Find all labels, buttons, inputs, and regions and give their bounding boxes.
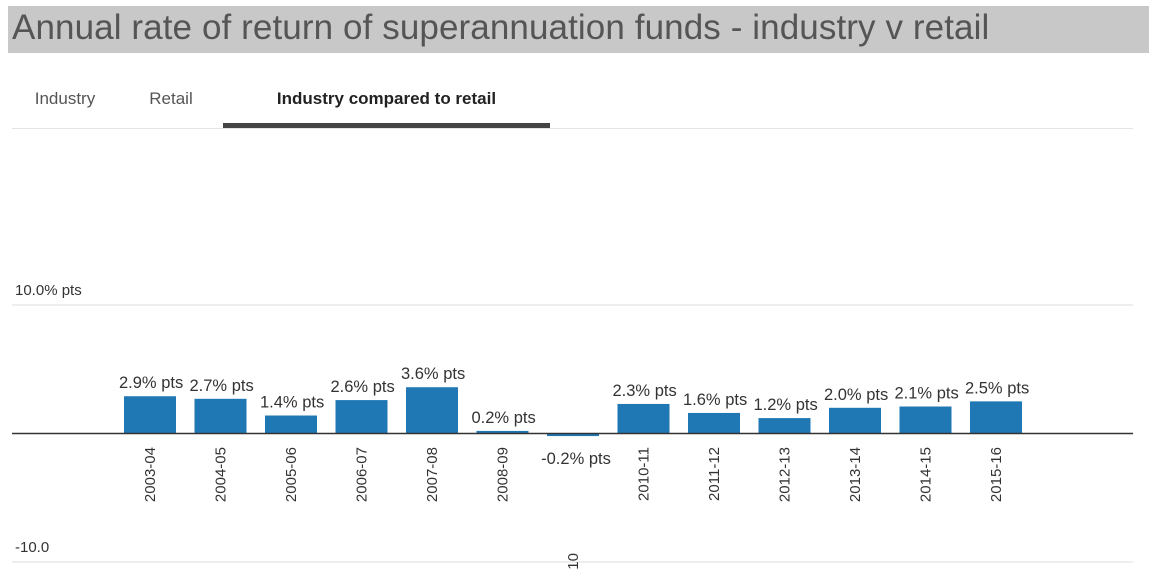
x-tick-label: 2014-15 <box>918 447 935 502</box>
y-tick-label: -10.0 <box>15 539 49 556</box>
chart-title-bar: Annual rate of return of superannuation … <box>8 6 1149 53</box>
data-label: 2.3% pts <box>613 382 677 400</box>
data-label: 2.0% pts <box>824 386 888 404</box>
data-label: 1.2% pts <box>754 396 818 414</box>
data-label: 2.1% pts <box>895 385 959 403</box>
data-label: 3.6% pts <box>401 365 465 383</box>
tab-retail[interactable]: Retail <box>149 89 193 108</box>
x-tick-label: 2015-16 <box>988 447 1005 502</box>
x-tick-label: 2005-06 <box>283 447 300 502</box>
x-tick-label: 2013-14 <box>847 447 864 502</box>
bar <box>406 387 458 434</box>
bar <box>335 400 388 434</box>
data-label: 2.6% pts <box>331 378 395 396</box>
y-tick-label: 10.0% pts <box>15 282 82 299</box>
tab-industry[interactable]: Industry <box>34 89 96 108</box>
tab-industry-compared-to-retail[interactable]: Industry compared to retail <box>223 72 550 128</box>
x-tick-label: 10 <box>565 553 582 570</box>
data-label: 2.5% pts <box>965 379 1029 397</box>
bar <box>688 412 740 434</box>
bar <box>970 401 1022 434</box>
bar <box>829 407 881 434</box>
bar <box>547 433 599 437</box>
bar <box>758 418 811 434</box>
data-label: 1.4% pts <box>260 394 324 412</box>
data-label: 2.9% pts <box>119 374 183 392</box>
bar <box>194 398 247 434</box>
tab-divider <box>12 128 1133 129</box>
x-tick-label: 2003-04 <box>142 447 159 502</box>
data-label: 2.7% pts <box>190 377 254 395</box>
x-tick-label: 2008-09 <box>495 447 512 502</box>
x-tick-label: 2007-08 <box>424 447 441 502</box>
data-label: 1.6% pts <box>683 391 747 409</box>
bar <box>265 415 317 434</box>
bar <box>899 406 952 434</box>
x-tick-label: 2006-07 <box>354 447 371 502</box>
chart-title: Annual rate of return of superannuation … <box>12 8 990 47</box>
bar <box>124 396 176 434</box>
data-label: -0.2% pts <box>541 450 611 468</box>
x-tick-label: 2011-12 <box>706 447 723 501</box>
bar <box>476 430 529 434</box>
x-tick-label: 2012-13 <box>777 447 794 502</box>
bar <box>617 403 670 434</box>
data-label: 0.2% pts <box>472 409 536 427</box>
x-tick-label: 2010-11 <box>636 447 653 501</box>
x-tick-label: 2004-05 <box>213 447 230 502</box>
